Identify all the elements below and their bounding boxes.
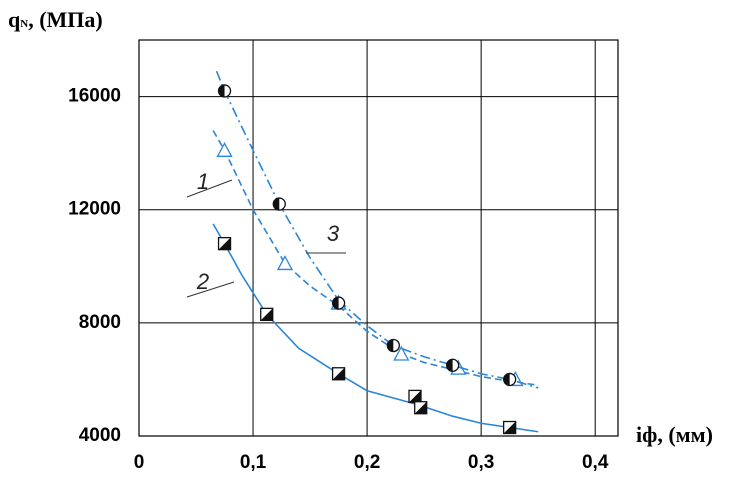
series-label: 3 bbox=[327, 221, 340, 246]
y-tick-label: 4000 bbox=[79, 425, 121, 446]
data-point bbox=[216, 141, 233, 157]
data-point bbox=[386, 338, 400, 353]
marker-outline bbox=[216, 141, 233, 157]
data-point bbox=[217, 84, 232, 98]
x-tick-label: 0 bbox=[134, 452, 145, 473]
marker-fill bbox=[503, 421, 516, 434]
marker-fill bbox=[332, 297, 339, 310]
data-point bbox=[408, 389, 422, 404]
marker-fill bbox=[273, 198, 280, 211]
x-tick-label: 0,4 bbox=[582, 452, 609, 473]
marker-fill bbox=[503, 373, 510, 386]
x-tick-label: 0,1 bbox=[240, 452, 267, 473]
marker-fill bbox=[446, 359, 453, 372]
fit-curve bbox=[212, 223, 539, 433]
fit-curve bbox=[212, 130, 539, 386]
marker-fill bbox=[408, 390, 421, 403]
y-axis-title: qN, (МПа) bbox=[8, 7, 103, 32]
data-point bbox=[331, 296, 346, 310]
y-tick-label: 16000 bbox=[68, 86, 121, 107]
marker-fill bbox=[387, 339, 394, 352]
label-leader bbox=[186, 281, 235, 298]
x-tick-label: 0,3 bbox=[468, 452, 494, 473]
plot-frame bbox=[138, 39, 619, 437]
x-tick-label: 0,2 bbox=[354, 452, 380, 473]
marker-outline bbox=[276, 255, 294, 271]
y-tick-label: 8000 bbox=[79, 312, 121, 333]
data-point bbox=[272, 197, 286, 211]
series-label: 2 bbox=[196, 269, 209, 294]
marker-fill bbox=[218, 84, 225, 97]
data-point bbox=[393, 345, 410, 361]
data-point bbox=[217, 237, 232, 251]
data-point bbox=[260, 307, 274, 322]
marker-fill bbox=[332, 367, 345, 380]
marker-outline bbox=[393, 345, 410, 361]
x-axis-title: iф, (мм) bbox=[636, 422, 713, 447]
data-point bbox=[276, 255, 294, 271]
data-point bbox=[503, 420, 517, 435]
data-point bbox=[445, 358, 460, 372]
data-point bbox=[503, 372, 517, 387]
fit-curve bbox=[215, 70, 539, 389]
series-label: 1 bbox=[197, 169, 209, 194]
y-tick-label: 12000 bbox=[68, 199, 121, 220]
marker-fill bbox=[260, 308, 273, 321]
marker-fill bbox=[218, 237, 231, 250]
data-point bbox=[414, 401, 428, 415]
marker-fill bbox=[414, 401, 427, 414]
label-leader bbox=[186, 179, 233, 198]
data-point bbox=[331, 367, 346, 381]
